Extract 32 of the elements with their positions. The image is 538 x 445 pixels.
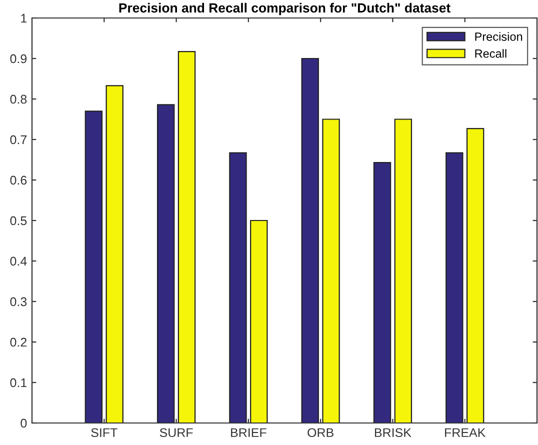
bar: [250, 220, 268, 423]
y-tick-label: 0.4: [10, 256, 27, 266]
y-tick-label: 0.2: [10, 338, 27, 347]
y-tick-label: 0.8: [10, 94, 27, 104]
chart-title: Precision and Recall comparison for "Dutch" dataset: [119, 2, 450, 16]
bar: [178, 51, 196, 423]
x-tick-label: ORB: [308, 428, 334, 438]
bar: [229, 152, 247, 423]
bar: [446, 152, 464, 423]
y-tick-label: 0.1: [10, 378, 27, 388]
y-tick-label: 0.7: [10, 135, 27, 144]
y-tick-label: 1: [21, 14, 27, 23]
bar: [84, 110, 103, 423]
x-tick-label: BRISK: [374, 428, 412, 438]
bar: [394, 118, 412, 423]
bar: [322, 118, 340, 423]
legend-label: Precision: [475, 32, 522, 41]
x-tick-label: FREAK: [445, 428, 486, 437]
x-tick-label: BRIEF: [231, 428, 266, 437]
y-tick-label: 0: [20, 418, 27, 428]
x-tick-label: SURF: [160, 428, 193, 438]
bar: [301, 58, 319, 423]
x-tick-label: SIFT: [91, 428, 118, 438]
y-tick-label: 0.9: [10, 54, 27, 64]
legend-label: Recall: [475, 49, 506, 58]
bar: [156, 104, 175, 423]
y-tick-label: 0.3: [10, 297, 27, 306]
bar: [106, 85, 124, 423]
y-tick-label: 0.6: [10, 176, 27, 185]
y-tick-label: 0.5: [10, 216, 27, 226]
bar: [373, 162, 392, 423]
bar: [466, 128, 484, 423]
